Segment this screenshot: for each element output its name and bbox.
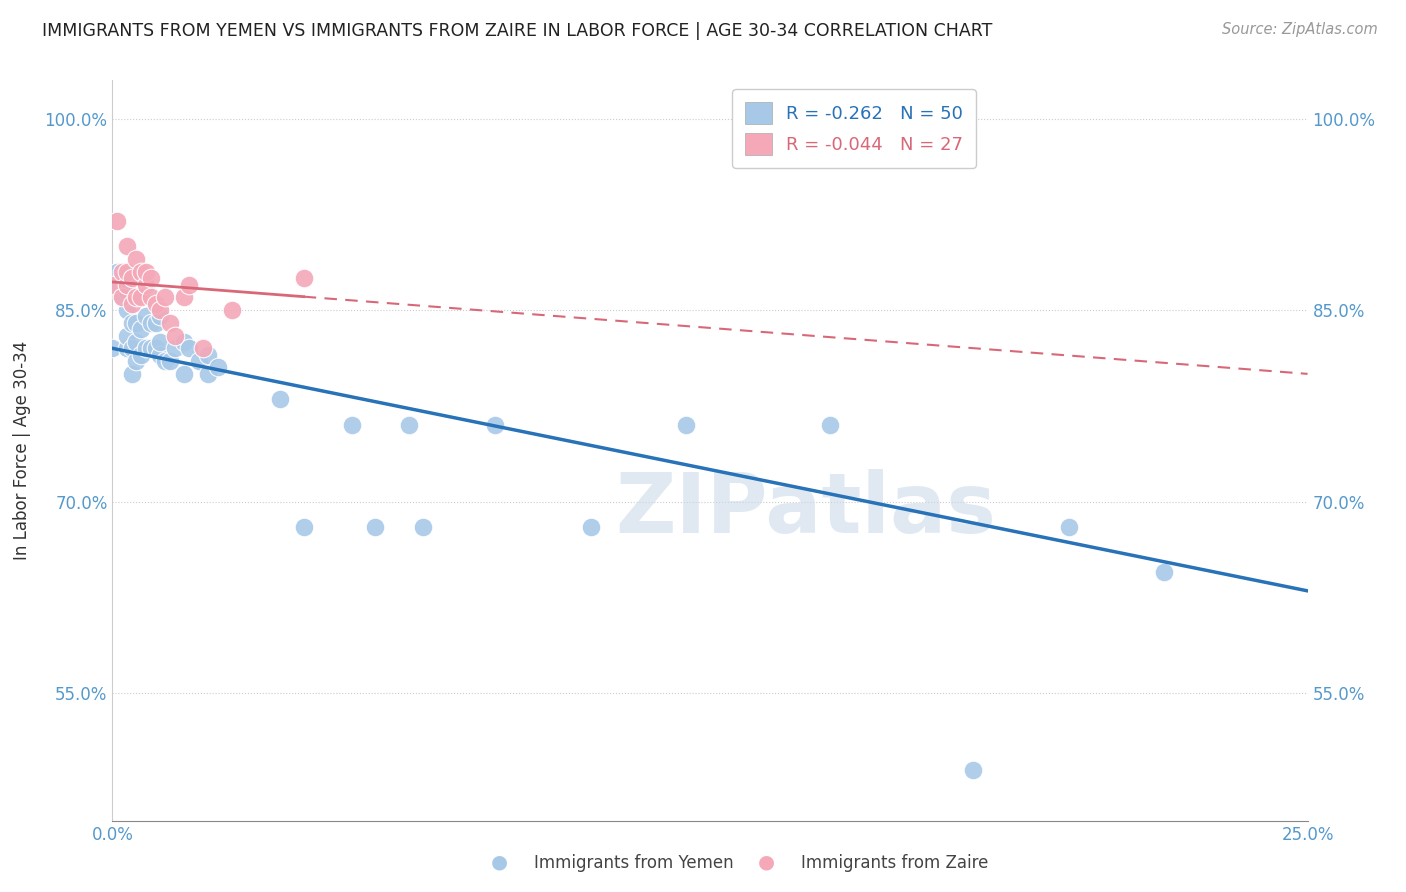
Point [125, 290, 148, 304]
Point [139, 342, 162, 356]
Point [125, 252, 148, 266]
Point [101, 342, 124, 356]
Point [105, 213, 128, 227]
Point [163, 342, 186, 356]
Point [111, 271, 134, 285]
Point [115, 328, 138, 343]
Point [129, 290, 152, 304]
Point [412, 520, 434, 534]
Point [111, 290, 134, 304]
Point [292, 271, 315, 285]
Point [173, 334, 195, 349]
Point [269, 392, 291, 407]
Point [149, 334, 172, 349]
Point [115, 239, 138, 253]
Point [145, 342, 167, 356]
Point [121, 271, 143, 285]
Point [125, 334, 148, 349]
Point [139, 316, 162, 330]
Point [125, 290, 148, 304]
Point [115, 303, 138, 318]
Point [193, 342, 215, 356]
Point [221, 303, 243, 318]
Point [1057, 520, 1080, 534]
Point [1153, 565, 1175, 579]
Point [159, 316, 181, 330]
Point [129, 348, 152, 362]
Point [173, 367, 195, 381]
Text: ●: ● [758, 852, 775, 871]
Point [149, 348, 172, 362]
Point [197, 367, 219, 381]
Point [177, 277, 200, 292]
Point [163, 328, 186, 343]
Point [129, 265, 152, 279]
Point [484, 417, 506, 432]
Point [197, 348, 219, 362]
Point [187, 354, 209, 368]
Y-axis label: In Labor Force | Age 30-34: In Labor Force | Age 30-34 [13, 341, 31, 560]
Point [675, 417, 697, 432]
Point [135, 277, 157, 292]
Legend: R = -0.262   N = 50, R = -0.044   N = 27: R = -0.262 N = 50, R = -0.044 N = 27 [733, 89, 976, 168]
Point [579, 520, 602, 534]
Point [177, 342, 200, 356]
Point [115, 284, 138, 298]
Point [340, 417, 363, 432]
Point [153, 354, 176, 368]
Text: ZIPatlas: ZIPatlas [616, 469, 995, 550]
Point [111, 290, 134, 304]
Point [153, 290, 176, 304]
Point [121, 316, 143, 330]
Point [121, 296, 143, 310]
Point [135, 310, 157, 324]
Point [149, 303, 172, 318]
Point [207, 360, 229, 375]
Point [159, 354, 181, 368]
Point [115, 277, 138, 292]
Point [121, 367, 143, 381]
Point [115, 265, 138, 279]
Point [173, 290, 195, 304]
Text: Immigrants from Zaire: Immigrants from Zaire [801, 855, 988, 872]
Point [145, 316, 167, 330]
Point [292, 520, 315, 534]
Point [364, 520, 387, 534]
Text: IMMIGRANTS FROM YEMEN VS IMMIGRANTS FROM ZAIRE IN LABOR FORCE | AGE 30-34 CORREL: IMMIGRANTS FROM YEMEN VS IMMIGRANTS FROM… [42, 22, 993, 40]
Point [139, 271, 162, 285]
Point [962, 763, 984, 777]
Point [129, 322, 152, 336]
Point [121, 342, 143, 356]
Text: Immigrants from Yemen: Immigrants from Yemen [534, 855, 734, 872]
Point [149, 310, 172, 324]
Point [115, 342, 138, 356]
Point [105, 277, 128, 292]
Point [125, 354, 148, 368]
Point [105, 265, 128, 279]
Point [135, 265, 157, 279]
Point [111, 265, 134, 279]
Point [818, 417, 841, 432]
Point [398, 417, 420, 432]
Point [125, 316, 148, 330]
Point [135, 342, 157, 356]
Point [139, 290, 162, 304]
Text: ●: ● [491, 852, 508, 871]
Point [145, 296, 167, 310]
Text: Source: ZipAtlas.com: Source: ZipAtlas.com [1222, 22, 1378, 37]
Point [101, 277, 124, 292]
